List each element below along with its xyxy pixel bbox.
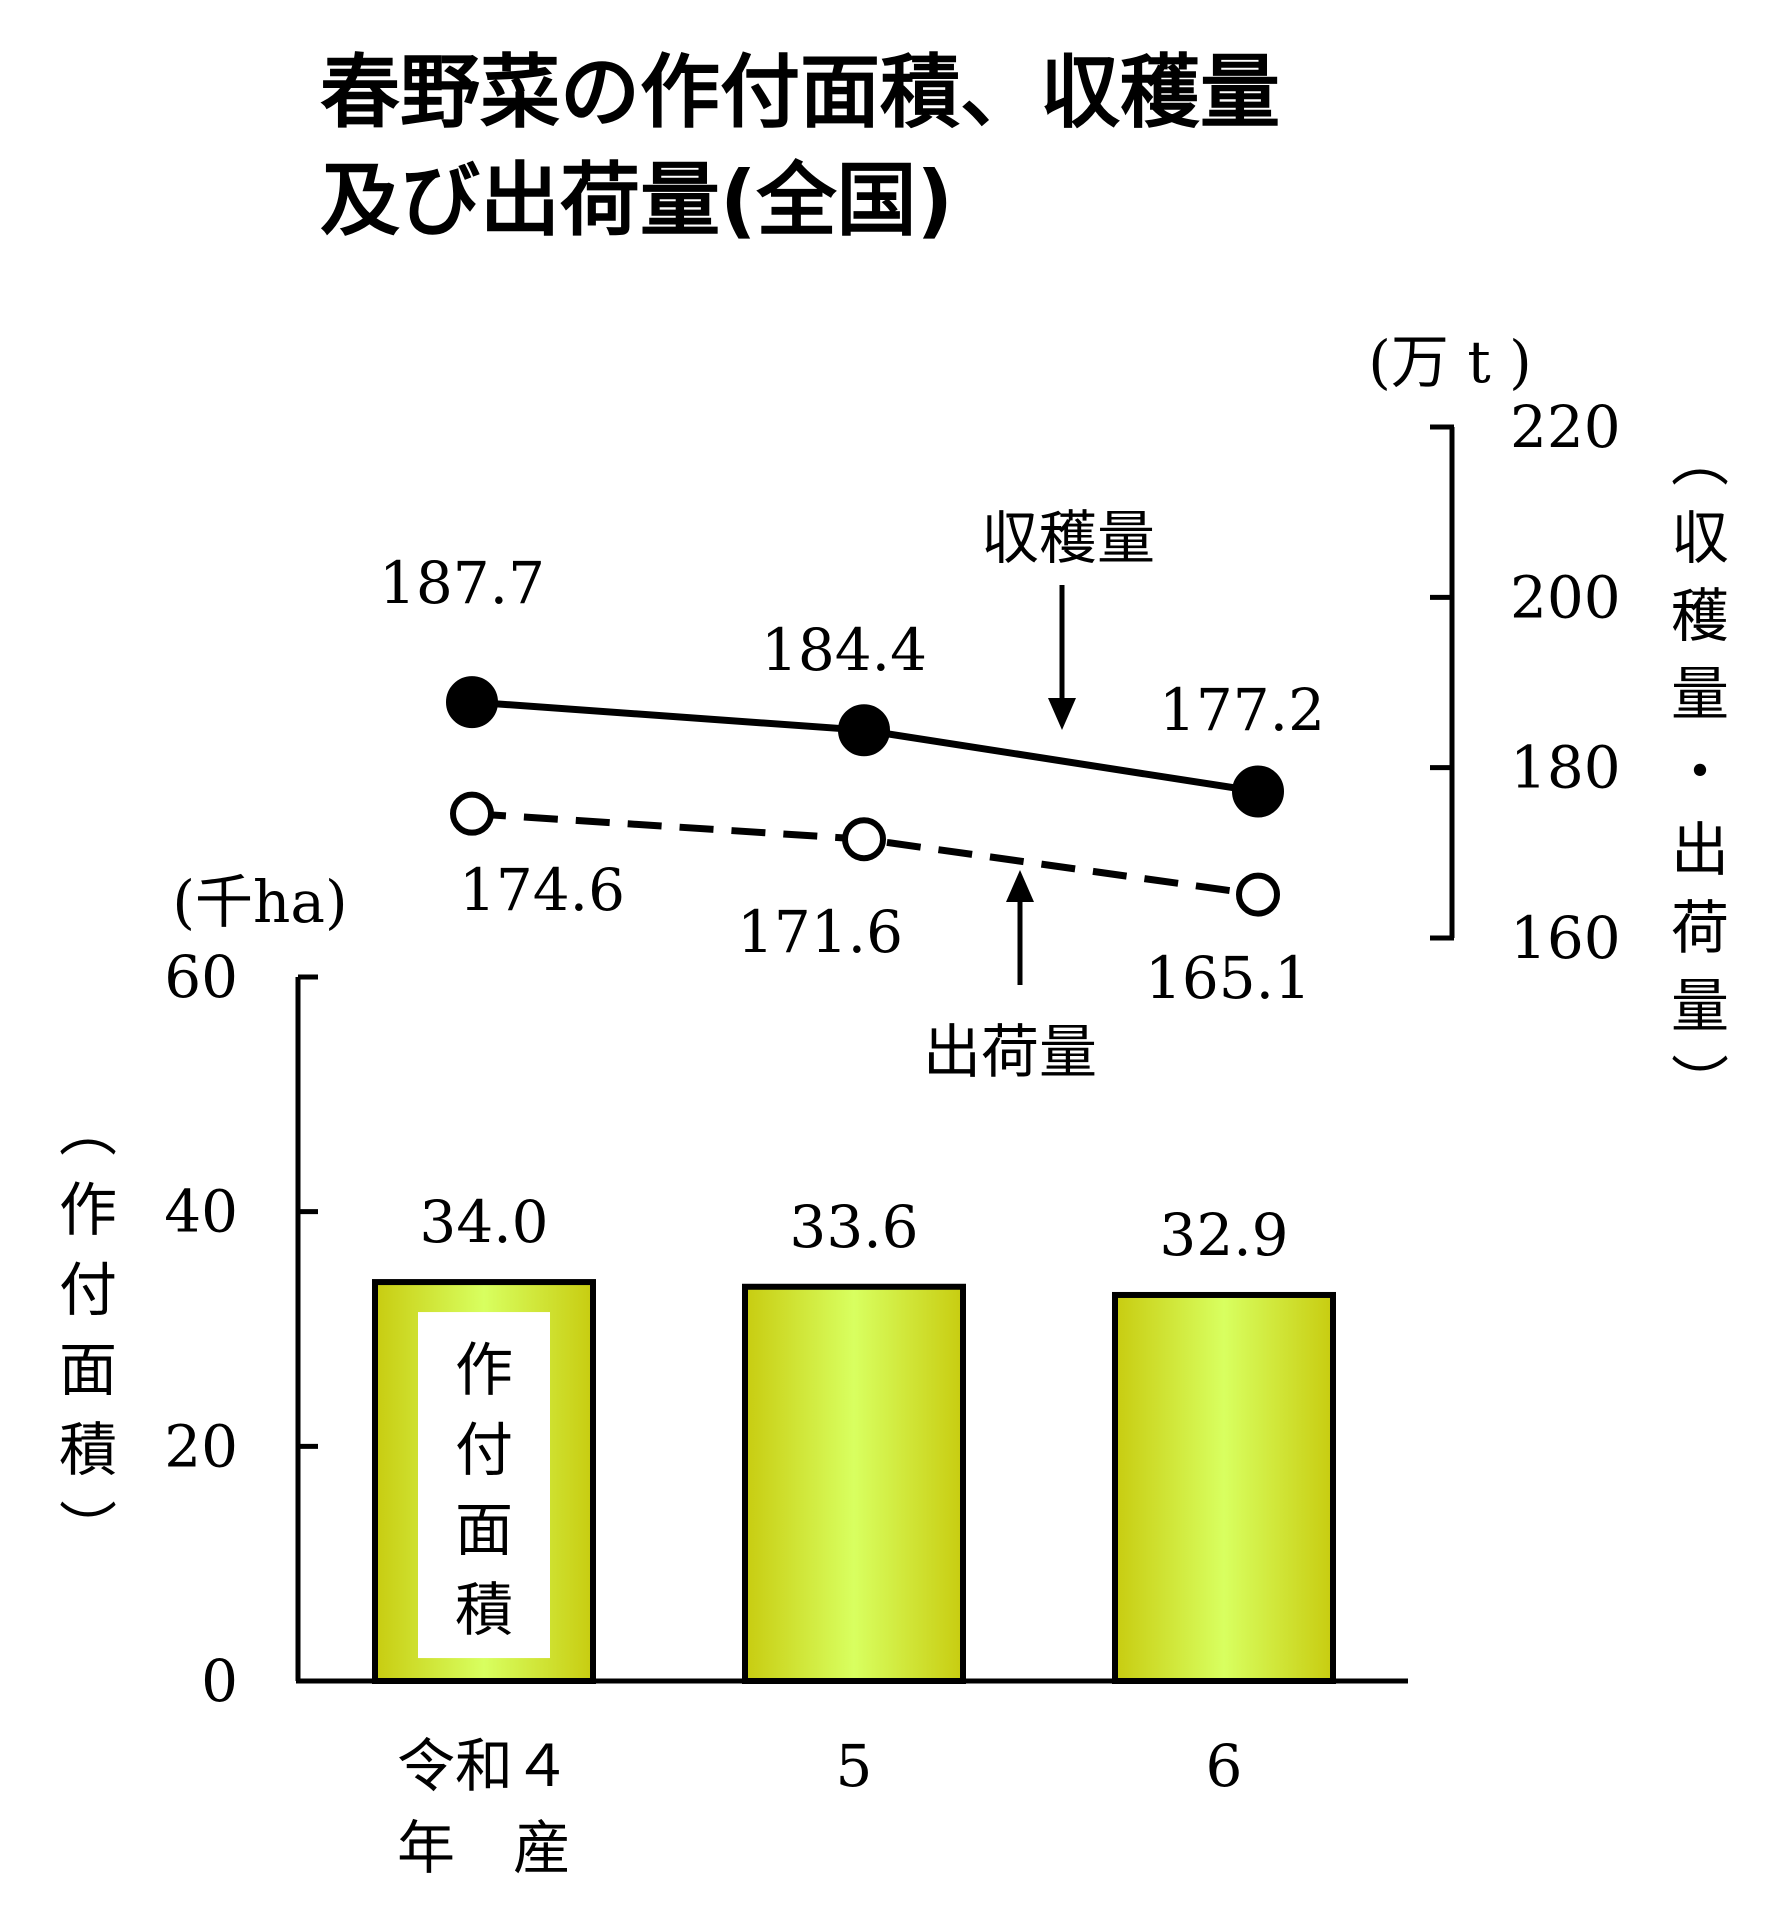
left-axis-tick-label: 40 <box>164 1178 238 1246</box>
harvest-series-label: 収穫量 <box>981 504 1155 572</box>
left-axis-title-char: 付 <box>59 1256 117 1324</box>
bar-value-label: 32.9 <box>1159 1201 1288 1269</box>
right-axis-title-char: 出 <box>1671 816 1729 884</box>
bar-series-label-box <box>418 1312 550 1659</box>
right-axis-title-char: 穫 <box>1671 582 1729 650</box>
bar <box>1112 1291 1336 1685</box>
chart-title-line1: 春野菜の作付面積、収穫量 <box>320 46 1280 139</box>
right-axis-title-char: 量 <box>1671 660 1729 728</box>
right-axis-title: ︵収穫量・出荷量︶ <box>1671 426 1729 1118</box>
left-axis-title-char: 作 <box>59 1176 117 1244</box>
x-tick-label: 6 <box>1206 1732 1243 1800</box>
right-axis-unit: (万 t ) <box>1368 328 1531 396</box>
left-axis-title-char: ︶ <box>59 1496 117 1564</box>
right-axis-title-char: 収 <box>1671 504 1729 572</box>
bar-value-label: 34.0 <box>419 1188 548 1256</box>
left-axis-tick-label: 0 <box>201 1647 238 1715</box>
right-axis-title-char: ・ <box>1671 738 1729 806</box>
axes-layer: 0 20 40 60 160 180 200 220 <box>164 393 1621 1715</box>
left-axis-tick-label: 20 <box>164 1412 238 1480</box>
harvest-point <box>446 676 498 729</box>
harvest-value-label: 177.2 <box>1159 676 1325 744</box>
shipment-value-label: 165.1 <box>1145 944 1311 1012</box>
harvest-point <box>838 704 890 757</box>
chart-title-line2: 及び出荷量(全国) <box>320 154 953 247</box>
bar-series-label-char: 作 <box>455 1336 513 1404</box>
harvest-point <box>1232 765 1284 818</box>
x-tick-label: 令和４ <box>397 1732 571 1800</box>
right-axis-title-char: 量 <box>1671 972 1729 1040</box>
right-axis-title-char: ︵ <box>1671 426 1729 494</box>
harvest-value-label: 184.4 <box>761 616 927 684</box>
right-axis-tick-label: 200 <box>1510 563 1621 631</box>
left-axis-title-char: 積 <box>59 1416 117 1484</box>
harvest-value-label: 187.7 <box>379 549 545 617</box>
left-axis-title-char: 面 <box>59 1336 117 1404</box>
right-axis-tick-label: 220 <box>1510 393 1621 461</box>
bar-series-label-char: 面 <box>455 1496 513 1564</box>
right-axis-tick-label: 160 <box>1510 904 1621 972</box>
bar-series-label: 作付面積 <box>455 1336 513 1644</box>
x-axis-suffix: 年 産 <box>397 1814 571 1882</box>
left-axis-title: ︵ 作付面積 ︶ <box>59 1096 117 1564</box>
shipment-point <box>450 791 494 836</box>
shipment-series-label: 出荷量 <box>923 1018 1097 1086</box>
shipment-value-label: 174.6 <box>459 856 625 924</box>
x-tick-label: 5 <box>836 1732 873 1800</box>
left-axis-unit: (千ha) <box>172 868 347 936</box>
harvest-arrow-head <box>1048 698 1076 730</box>
right-axis-title-char: ︶ <box>1671 1050 1729 1118</box>
shipment-arrow-head <box>1006 870 1034 902</box>
bar-series-label-char: 積 <box>455 1576 513 1644</box>
right-axis-tick-label: 180 <box>1510 734 1621 802</box>
lines-layer <box>446 676 1284 917</box>
shipment-point <box>842 817 886 862</box>
left-axis-tick-label: 60 <box>164 943 238 1011</box>
right-axis-title-char: 荷 <box>1671 894 1729 962</box>
left-axis-title-char: ︵ <box>59 1096 117 1164</box>
shipment-value-label: 171.6 <box>737 898 903 966</box>
bar <box>742 1283 966 1684</box>
bar-value-label: 33.6 <box>789 1193 918 1261</box>
bar-series-label-char: 付 <box>455 1416 513 1484</box>
shipment-point <box>1236 872 1280 917</box>
